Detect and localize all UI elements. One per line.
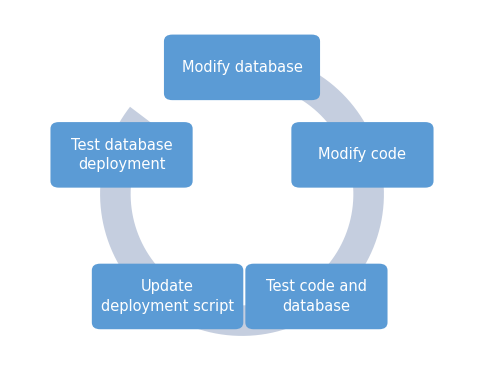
FancyBboxPatch shape [92, 264, 243, 329]
Text: Test database
deployment: Test database deployment [71, 138, 172, 172]
Text: Modify database: Modify database [182, 60, 302, 75]
Text: Modify code: Modify code [318, 147, 407, 162]
FancyBboxPatch shape [50, 122, 193, 188]
FancyBboxPatch shape [245, 264, 388, 329]
FancyBboxPatch shape [291, 122, 434, 188]
Text: Update
deployment script: Update deployment script [101, 279, 234, 314]
FancyBboxPatch shape [164, 35, 320, 100]
Text: Test code and
database: Test code and database [266, 279, 367, 314]
